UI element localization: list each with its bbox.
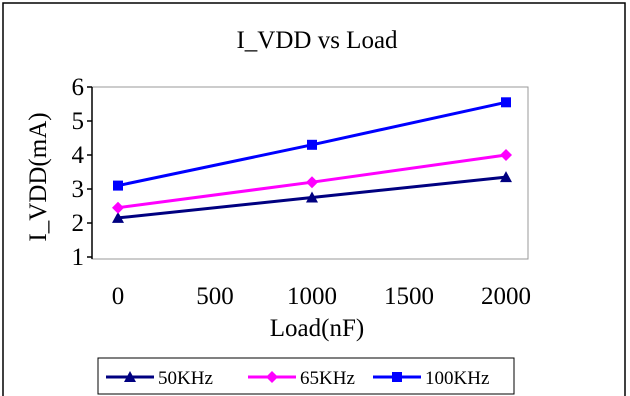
data-point (307, 139, 317, 150)
data-point (113, 180, 123, 191)
y-tick-label: 6 (72, 74, 85, 101)
data-point (112, 201, 124, 214)
data-point (500, 149, 512, 161)
legend-item: 100KHz (373, 368, 489, 389)
legend-label: 65KHz (300, 368, 355, 389)
x-tick-label: 1500 (384, 283, 434, 310)
data-point (112, 211, 124, 223)
legend-item: 65KHz (248, 368, 355, 389)
legend-box (97, 357, 515, 395)
y-tick-label: 3 (72, 176, 85, 203)
legend-marker (266, 371, 278, 383)
y-axis-label: I_VDD(mA) (25, 112, 52, 241)
x-tick-label: 2000 (481, 283, 531, 310)
series-50KHz (112, 171, 512, 223)
y-ticks: 1 2 3 4 5 6 (72, 74, 92, 271)
data-point (501, 97, 511, 108)
legend-marker (392, 372, 402, 382)
y-tick-label: 2 (72, 210, 85, 237)
x-tick-label: 1000 (287, 283, 337, 310)
data-point (306, 176, 318, 189)
y-tick-label: 5 (72, 108, 85, 135)
data-point (306, 191, 318, 203)
chart-title: I_VDD vs Load (236, 27, 398, 54)
y-tick-label: 4 (72, 142, 85, 169)
legend-item: 50KHz (106, 368, 213, 389)
series-100KHz (113, 97, 511, 191)
data-point (500, 171, 512, 183)
x-tick-label: 0 (112, 283, 125, 310)
legend-marker (124, 371, 136, 382)
legend-label: 100KHz (425, 368, 489, 389)
legend: 50KHz 65KHz 100KHz (106, 368, 489, 389)
series-65KHz (112, 149, 512, 214)
x-ticks: 0 500 1000 1500 2000 (112, 283, 531, 310)
x-tick-label: 500 (196, 283, 234, 310)
series-layer (112, 97, 512, 223)
y-tick-label: 1 (72, 244, 85, 271)
legend-label: 50KHz (158, 368, 213, 389)
x-axis-label: Load(nF) (270, 315, 364, 342)
